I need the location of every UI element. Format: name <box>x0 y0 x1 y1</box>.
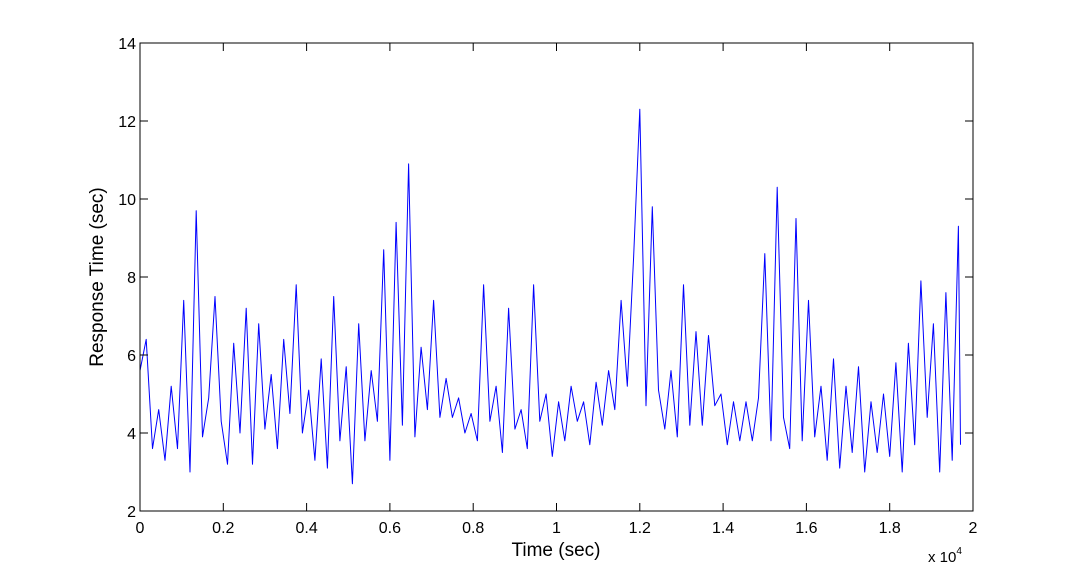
x-tick-label: 1.2 <box>629 520 651 537</box>
plot-background <box>140 43 973 511</box>
y-tick-label: 6 <box>127 348 136 365</box>
y-tick-label: 8 <box>127 270 136 287</box>
y-tick-label: 12 <box>118 114 136 131</box>
x-tick-label: 0.4 <box>295 520 317 537</box>
y-tick-label: 14 <box>118 36 136 53</box>
plot-area: 0 0.2 0.4 0.6 0.8 1 1.2 1.4 1.6 1.8 2 2 4 6 8 10 12 14 <box>118 36 977 537</box>
x-axis-multiplier-exponent: 4 <box>956 546 962 557</box>
x-tick-label: 0 <box>136 520 145 537</box>
y-tick-label: 2 <box>127 504 136 521</box>
x-tick-label: 1.8 <box>879 520 901 537</box>
x-tick-label: 0.8 <box>462 520 484 537</box>
x-axis-multiplier-base: x 10 <box>928 549 956 566</box>
series-line-response-time <box>139 108 961 485</box>
y-tick-label: 10 <box>118 192 136 209</box>
x-tick-label: 0.6 <box>379 520 401 537</box>
y-tick-label: 4 <box>127 426 136 443</box>
x-axis-label: Time (sec) <box>511 540 600 561</box>
x-axis-multiplier: x 104 <box>928 546 962 566</box>
y-axis-label: Response Time (sec) <box>87 187 108 367</box>
x-axis-ticks: 0 0.2 0.4 0.6 0.8 1 1.2 1.4 1.6 1.8 2 <box>136 43 978 537</box>
x-tick-label: 1.6 <box>795 520 817 537</box>
x-tick-label: 2 <box>969 520 978 537</box>
x-tick-label: 0.2 <box>212 520 234 537</box>
x-tick-label: 1.4 <box>712 520 734 537</box>
y-axis-ticks: 2 4 6 8 10 12 14 <box>118 36 973 521</box>
x-tick-label: 1 <box>552 520 561 537</box>
